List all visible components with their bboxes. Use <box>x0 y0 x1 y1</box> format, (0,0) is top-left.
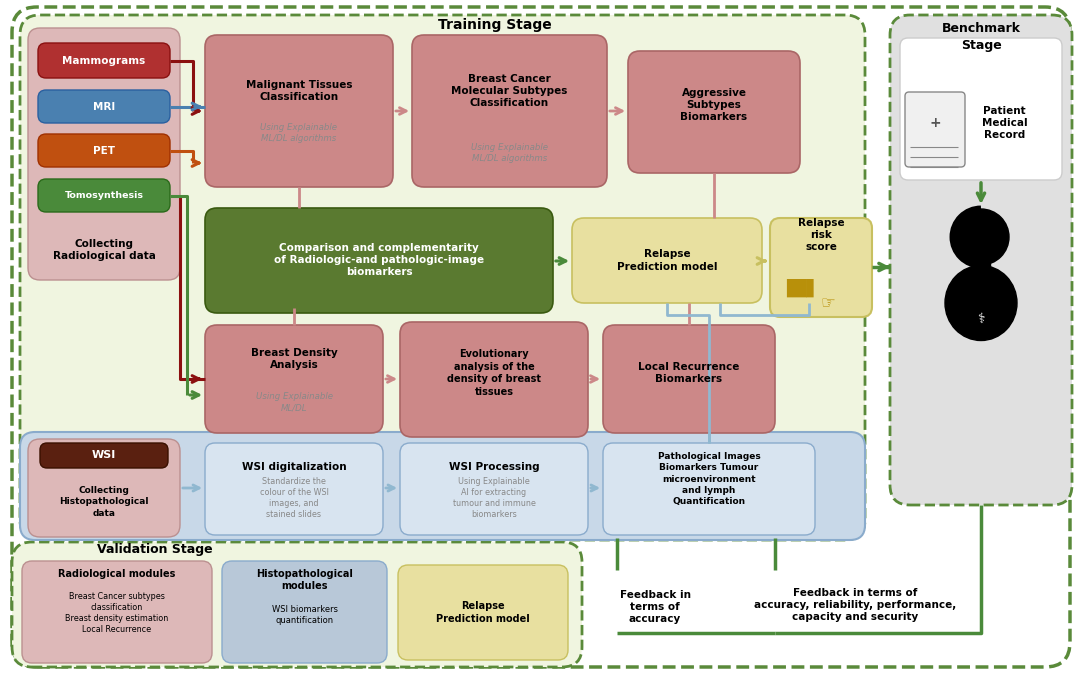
Text: Radiological modules: Radiological modules <box>58 569 176 579</box>
Text: Collecting
Histopathological
data: Collecting Histopathological data <box>59 487 149 518</box>
Text: WSI: WSI <box>92 450 117 460</box>
Text: Collecting
Radiological data: Collecting Radiological data <box>53 239 156 261</box>
FancyBboxPatch shape <box>770 218 872 317</box>
FancyBboxPatch shape <box>205 325 383 433</box>
FancyBboxPatch shape <box>205 35 393 187</box>
FancyBboxPatch shape <box>905 92 966 167</box>
Text: Histopathological
modules: Histopathological modules <box>256 569 353 591</box>
Text: ▐█▌: ▐█▌ <box>779 279 821 297</box>
FancyBboxPatch shape <box>28 439 180 537</box>
Text: Tomosynthesis: Tomosynthesis <box>65 191 144 200</box>
Text: ☞: ☞ <box>821 294 836 312</box>
Text: WSI Processing: WSI Processing <box>448 462 539 472</box>
Text: Benchmark
Stage: Benchmark Stage <box>942 22 1021 51</box>
Text: PET: PET <box>93 146 114 155</box>
Text: Relapse
Prediction model: Relapse Prediction model <box>617 249 717 272</box>
FancyBboxPatch shape <box>400 443 588 535</box>
Text: Breast Cancer
Molecular Subtypes
Classification: Breast Cancer Molecular Subtypes Classif… <box>451 74 568 109</box>
FancyBboxPatch shape <box>627 51 800 173</box>
Text: Evolutionary
analysis of the
density of breast
tissues: Evolutionary analysis of the density of … <box>447 350 541 397</box>
Text: MRI: MRI <box>93 101 116 111</box>
Text: Using Explainable
ML/DL: Using Explainable ML/DL <box>256 392 333 412</box>
FancyBboxPatch shape <box>399 565 568 660</box>
Text: WSI biomarkers
quantification: WSI biomarkers quantification <box>271 605 337 625</box>
FancyBboxPatch shape <box>205 208 553 313</box>
Ellipse shape <box>945 265 1017 340</box>
Text: Mammograms: Mammograms <box>63 55 146 65</box>
Text: Pathological Images
Biomarkers Tumour
microenvironment
and lymph
Quantification: Pathological Images Biomarkers Tumour mi… <box>658 452 760 506</box>
Text: Standardize the
colour of the WSI
images, and
stained slides: Standardize the colour of the WSI images… <box>259 477 328 519</box>
Text: Aggressive
Subtypes
Biomarkers: Aggressive Subtypes Biomarkers <box>680 88 747 122</box>
Text: Malignant Tissues
Classification: Malignant Tissues Classification <box>246 80 352 102</box>
FancyBboxPatch shape <box>12 542 582 667</box>
Text: ⚕: ⚕ <box>977 312 985 326</box>
Text: Feedback in terms of
accuracy, reliability, performance,
capacity and security: Feedback in terms of accuracy, reliabili… <box>754 588 956 622</box>
Text: Local Recurrence
Biomarkers: Local Recurrence Biomarkers <box>638 362 740 384</box>
Text: Breast Density
Analysis: Breast Density Analysis <box>251 348 337 370</box>
FancyBboxPatch shape <box>900 38 1062 180</box>
FancyBboxPatch shape <box>22 561 212 663</box>
FancyBboxPatch shape <box>21 432 865 540</box>
FancyBboxPatch shape <box>38 90 170 123</box>
FancyBboxPatch shape <box>21 15 865 540</box>
FancyBboxPatch shape <box>38 179 170 212</box>
Text: Training Stage: Training Stage <box>438 18 552 32</box>
FancyBboxPatch shape <box>603 443 815 535</box>
Text: Feedback in
terms of
accuracy: Feedback in terms of accuracy <box>620 589 690 624</box>
Text: Breast Cancer subtypes
classification
Breast density estimation
Local Recurrence: Breast Cancer subtypes classification Br… <box>66 592 168 634</box>
Text: Comparison and complementarity
of Radiologic-and pathologic-image
biomarkers: Comparison and complementarity of Radiol… <box>274 242 484 277</box>
Text: WSI digitalization: WSI digitalization <box>242 462 347 472</box>
FancyBboxPatch shape <box>572 218 762 303</box>
FancyBboxPatch shape <box>411 35 607 187</box>
Text: Using Explainable
ML/DL algorithms: Using Explainable ML/DL algorithms <box>260 123 337 143</box>
Text: Using Explainable
ML/DL algorithms: Using Explainable ML/DL algorithms <box>471 143 548 163</box>
FancyBboxPatch shape <box>603 325 775 433</box>
FancyBboxPatch shape <box>38 134 170 167</box>
Text: +: + <box>929 116 941 130</box>
Text: Relapse
Prediction model: Relapse Prediction model <box>436 601 530 624</box>
FancyBboxPatch shape <box>400 322 588 437</box>
FancyBboxPatch shape <box>28 28 180 280</box>
FancyBboxPatch shape <box>40 443 168 468</box>
Circle shape <box>953 209 1009 265</box>
FancyBboxPatch shape <box>222 561 387 663</box>
FancyBboxPatch shape <box>12 7 1070 667</box>
Bar <box>972 255 990 267</box>
FancyBboxPatch shape <box>205 443 383 535</box>
Text: Patient
Medical
Record: Patient Medical Record <box>982 105 1028 140</box>
Text: Validation Stage: Validation Stage <box>97 543 213 556</box>
Text: Relapse
risk
score: Relapse risk score <box>798 217 845 252</box>
FancyBboxPatch shape <box>38 43 170 78</box>
FancyBboxPatch shape <box>890 15 1072 505</box>
Text: Using Explainable
AI for extracting
tumour and immune
biomarkers: Using Explainable AI for extracting tumo… <box>453 477 536 519</box>
